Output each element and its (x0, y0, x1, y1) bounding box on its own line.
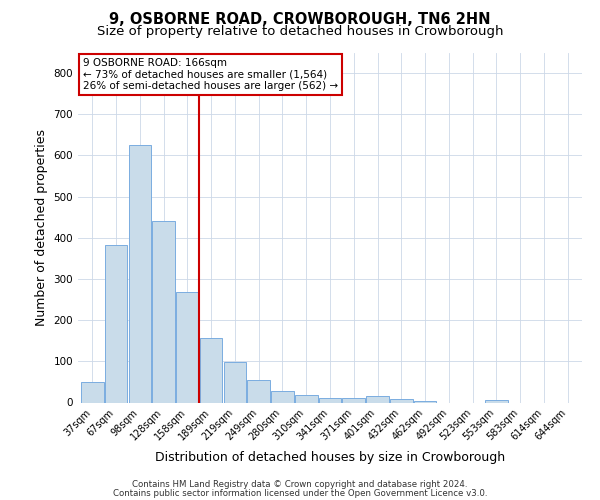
X-axis label: Distribution of detached houses by size in Crowborough: Distribution of detached houses by size … (155, 450, 505, 464)
Bar (390, 399, 413, 402)
Bar (271, 390, 294, 402)
Text: 9, OSBORNE ROAD, CROWBOROUGH, TN6 2HN: 9, OSBORNE ROAD, CROWBOROUGH, TN6 2HN (109, 12, 491, 28)
Bar (128, 145, 151, 403)
Bar (295, 395, 317, 402)
Bar (176, 292, 199, 403)
Bar (247, 380, 270, 402)
Bar (224, 362, 246, 403)
Text: Contains HM Land Registry data © Crown copyright and database right 2024.: Contains HM Land Registry data © Crown c… (132, 480, 468, 489)
Bar (485, 400, 508, 402)
Bar (343, 398, 365, 402)
Bar (366, 396, 389, 402)
Bar (414, 401, 436, 402)
Text: 9 OSBORNE ROAD: 166sqm
← 73% of detached houses are smaller (1,564)
26% of semi-: 9 OSBORNE ROAD: 166sqm ← 73% of detached… (83, 58, 338, 91)
Bar (200, 338, 223, 402)
Text: Contains public sector information licensed under the Open Government Licence v3: Contains public sector information licen… (113, 488, 487, 498)
Bar (319, 398, 341, 402)
Bar (105, 245, 127, 402)
Bar (81, 382, 104, 402)
Text: Size of property relative to detached houses in Crowborough: Size of property relative to detached ho… (97, 25, 503, 38)
Bar (152, 222, 175, 402)
Y-axis label: Number of detached properties: Number of detached properties (35, 129, 48, 326)
